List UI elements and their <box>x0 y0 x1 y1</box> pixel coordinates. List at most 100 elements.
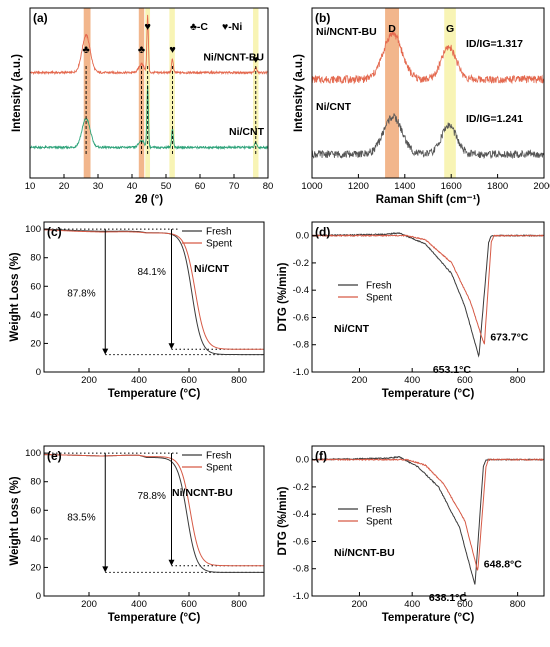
y-axis-label: Intensity (a.u.) <box>293 54 305 132</box>
peak-marker: ♣ <box>82 44 89 56</box>
x-tick-label: 200 <box>352 375 368 386</box>
y-tick-label: 80 <box>30 253 41 264</box>
legend-entry: Fresh <box>366 505 392 516</box>
series-line <box>312 458 544 571</box>
y-tick-label: 100 <box>25 224 41 235</box>
loss-value: 87.8% <box>67 288 95 299</box>
peak-marker: ♥ <box>144 21 151 33</box>
y-tick-label: 0 <box>36 591 41 602</box>
sample-label: Ni/CNT <box>194 263 230 275</box>
y-tick-label: 20 <box>30 338 41 349</box>
y-axis-label: DTG (%/min) <box>277 486 289 555</box>
panel-b: 1000 1200 1400 1600 1800 2000 Raman Shift (cm⁻… <box>293 7 550 206</box>
y-tick-label: -0.2 <box>293 482 309 493</box>
series-line <box>30 14 268 76</box>
panel-label: (c) <box>47 225 62 239</box>
x-tick-label: 600 <box>181 599 197 610</box>
panel-label: (b) <box>315 11 330 25</box>
x-tick-label: 40 <box>127 181 138 192</box>
x-tick-label: 200 <box>81 375 97 386</box>
plot-area <box>312 8 544 178</box>
panel-label: (a) <box>33 11 48 25</box>
x-tick-label: 50 <box>161 181 172 192</box>
series-label: Ni/CNT <box>229 126 265 138</box>
series-line <box>44 454 264 567</box>
y-tick-label: 60 <box>30 505 41 516</box>
x-axis-label: Temperature (°C) <box>108 612 201 624</box>
x-axis-label: Raman Shift (cm⁻¹) <box>376 194 481 206</box>
legend-entry: Spent <box>366 293 392 304</box>
panel-label: (d) <box>315 225 330 239</box>
series-line <box>312 234 544 345</box>
plot-frame <box>29 7 269 179</box>
intensity-ratio: ID/IG=1.241 <box>466 113 523 125</box>
x-tick-label: 600 <box>181 375 197 386</box>
x-axis-label: 2θ (°) <box>135 194 163 206</box>
loss-arrowhead <box>168 559 175 566</box>
y-tick-label: 20 <box>30 562 41 573</box>
peak-temperature-label: 653.1°C <box>433 364 471 376</box>
peak-temperature-label: 638.1°C <box>429 592 467 604</box>
y-tick-label: 40 <box>30 310 41 321</box>
y-axis-label: Intensity (a.u.) <box>11 54 23 132</box>
loss-arrowhead <box>168 343 175 350</box>
sample-label: Ni/CNT <box>334 323 370 335</box>
y-tick-label: 100 <box>25 448 41 459</box>
x-tick-label: 30 <box>93 181 104 192</box>
y-tick-label: 60 <box>30 281 41 292</box>
panel-e: 200 400 600 800 0 20 40 60 80 100 Temperature (°C)… <box>9 445 265 624</box>
x-tick-label: 200 <box>352 599 368 610</box>
x-tick-label: 80 <box>263 181 274 192</box>
x-tick-label: 1400 <box>394 181 415 192</box>
x-tick-label: 1200 <box>348 181 369 192</box>
y-tick-label: 80 <box>30 477 41 488</box>
x-tick-label: 2000 <box>533 181 550 192</box>
y-tick-label: -1.0 <box>293 591 309 602</box>
x-tick-label: 800 <box>510 599 526 610</box>
intensity-ratio: ID/IG=1.317 <box>466 38 523 50</box>
panel-f: 200 400 600 800 0.0 -0.2 -0.4 -0.6 -0.8 -1.0 Tempe… <box>277 445 545 624</box>
x-tick-label: 800 <box>231 599 247 610</box>
peak-temperature-label: 673.7°C <box>490 332 528 344</box>
highlight-band <box>83 8 91 178</box>
x-tick-label: 200 <box>81 599 97 610</box>
plot-area <box>44 228 264 356</box>
y-tick-label: -1.0 <box>293 367 309 378</box>
panel-d: 200 400 600 800 0.0 -0.2 -0.4 -0.6 -0.8 -1.0 Tempe… <box>277 221 545 400</box>
plot-frame <box>43 445 265 597</box>
plot-area <box>312 455 544 585</box>
y-tick-label: -0.6 <box>293 312 309 323</box>
loss-arrowhead <box>102 348 109 355</box>
y-tick-label: 0.0 <box>296 455 309 466</box>
series-label: Ni/NCNT-BU <box>316 26 377 38</box>
x-tick-label: 10 <box>25 181 36 192</box>
plot-area <box>30 8 268 178</box>
x-tick-label: 1000 <box>301 181 322 192</box>
y-tick-label: -0.6 <box>293 536 309 547</box>
x-tick-label: 400 <box>131 375 147 386</box>
panel-a: 10 20 30 40 50 60 70 80 2θ (°) Intensity (a.u.) (a… <box>11 7 274 206</box>
peak-marker: ♣ <box>138 44 145 56</box>
legend-carbon: ♣-C <box>190 21 208 33</box>
series-line <box>44 229 264 350</box>
x-tick-label: 600 <box>457 375 473 386</box>
band-label: D <box>388 23 396 35</box>
x-axis-label: Temperature (°C) <box>382 612 475 624</box>
x-tick-label: 1800 <box>487 181 508 192</box>
plot-frame <box>311 445 545 597</box>
highlight-band <box>385 8 399 178</box>
peak-marker: ♥ <box>169 44 176 56</box>
legend-entry: Fresh <box>206 227 232 238</box>
x-tick-label: 70 <box>229 181 240 192</box>
band-label: G <box>446 23 454 35</box>
x-tick-label: 60 <box>195 181 206 192</box>
y-tick-label: -0.4 <box>293 509 309 520</box>
plot-frame <box>311 7 545 179</box>
y-axis-label: Weight Loss (%) <box>9 476 21 565</box>
x-tick-label: 20 <box>59 181 70 192</box>
x-axis-label: Temperature (°C) <box>382 388 475 400</box>
